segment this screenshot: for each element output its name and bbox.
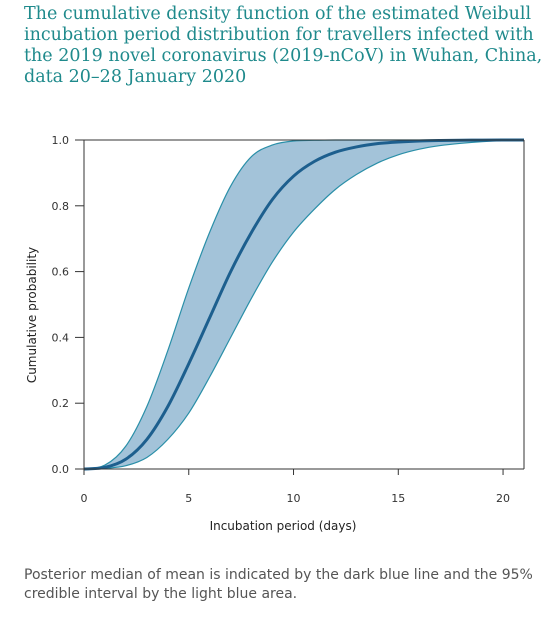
y-tick-label: 0.8 <box>52 200 70 213</box>
y-tick-label: 0.0 <box>52 463 70 476</box>
y-axis-title: Cumulative probability <box>25 247 39 383</box>
chart: 0.0 0.2 0.4 0.6 0.8 1.0 0 5 10 15 20 Incubation pe… <box>25 134 525 533</box>
y-tick-label: 0.4 <box>52 331 70 344</box>
x-tick-label: 10 <box>287 492 301 505</box>
x-tick-label: 0 <box>81 492 88 505</box>
y-tick-label: 0.6 <box>52 266 70 279</box>
credible-interval-band <box>84 140 524 469</box>
plot-area <box>83 138 525 471</box>
ci-lower-line <box>83 139 525 470</box>
axes: 0.0 0.2 0.4 0.6 0.8 1.0 0 5 10 15 20 <box>52 134 525 505</box>
figure-caption: Posterior median of mean is indicated by… <box>24 567 533 602</box>
x-axis-title: Incubation period (days) <box>210 519 357 533</box>
x-tick-label: 5 <box>185 492 192 505</box>
y-tick-label: 0.2 <box>52 397 70 410</box>
figure-title: The cumulative density function of the e… <box>24 4 543 87</box>
y-tick-label: 1.0 <box>52 134 70 147</box>
x-tick-label: 15 <box>391 492 405 505</box>
x-tick-label: 20 <box>496 492 510 505</box>
